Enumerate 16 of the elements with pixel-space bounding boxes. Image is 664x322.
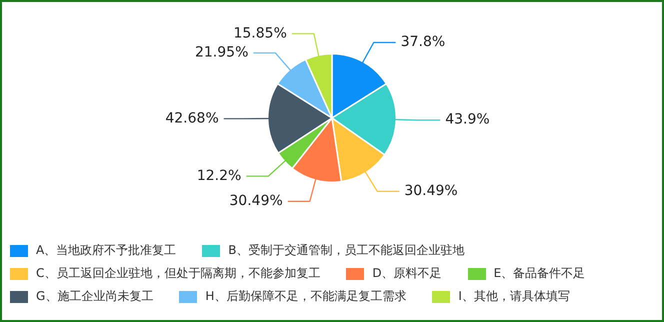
data-label: 30.49% [229, 192, 283, 209]
data-label: 43.9% [445, 112, 490, 128]
legend-label: A、当地政府不予批准复工 [36, 242, 176, 259]
legend-label: C、员工返回企业驻地，但处于隔离期，不能参加复工 [36, 265, 320, 282]
data-label: 37.8% [400, 34, 446, 50]
legend-label: G、施工企业尚未复工 [36, 288, 154, 305]
data-label: 12.2% [196, 168, 242, 184]
data-label: 30.49% [404, 183, 458, 200]
data-label: 15.85% [234, 25, 287, 42]
legend-label: I、其他，请具体填写 [458, 288, 570, 305]
data-label: 42.68% [165, 110, 219, 126]
legend-label: H、后勤保障不足，不能满足复工需求 [205, 288, 406, 305]
legend-label: E、备品备件不足 [494, 265, 586, 282]
legend-label: B、受制于交通管制，员工不能返回企业驻地 [228, 242, 464, 259]
data-label: 21.95% [194, 44, 248, 61]
legend-label: D、原料不足 [372, 265, 442, 282]
